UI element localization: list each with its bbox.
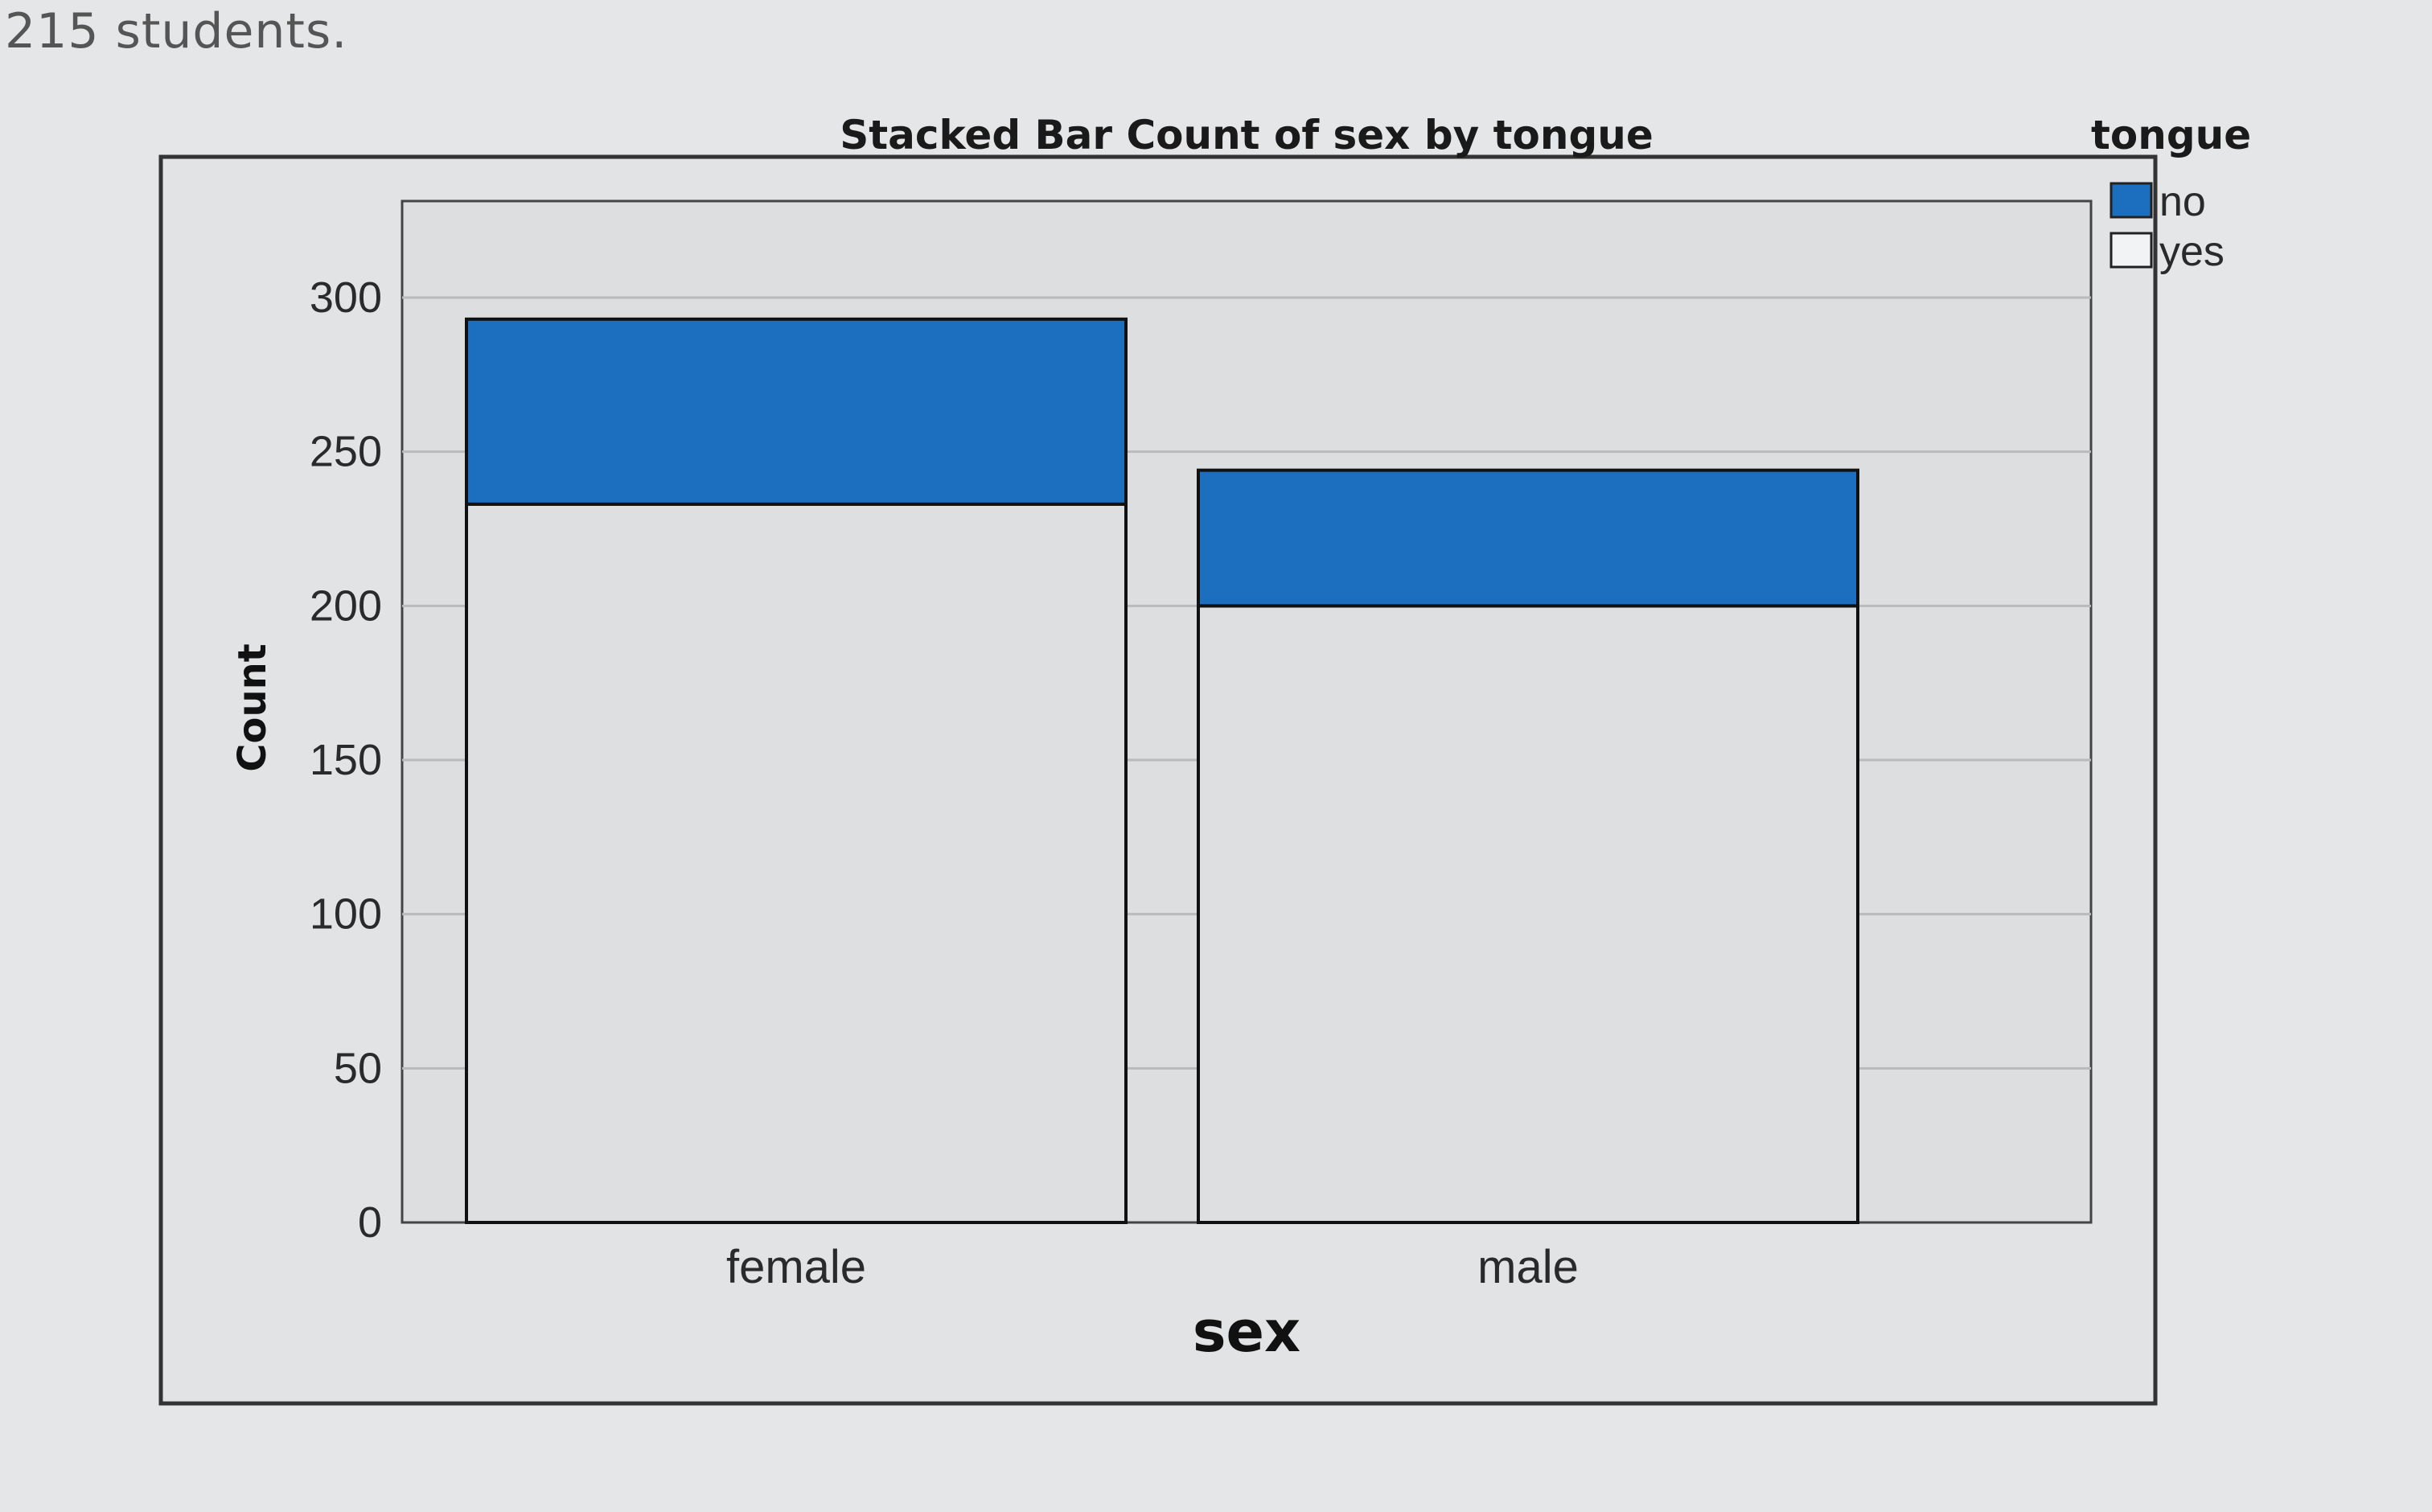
x-tick-label: male [1477,1241,1579,1293]
legend-label-yes: yes [2159,228,2225,275]
x-tick-label: female [726,1241,866,1293]
legend-label-no: no [2159,179,2206,225]
y-axis-label: Count [230,643,275,772]
y-tick-label: 300 [310,273,382,322]
y-tick-label: 250 [310,428,382,476]
caption-text: 215 students. [5,3,348,60]
y-axis: 0 50 100 150 200 250 300 [310,273,382,1247]
y-tick-label: 200 [310,581,382,630]
legend-swatch-yes [2110,232,2153,269]
chart-title: Stacked Bar Count of sex by tongue [840,112,1654,158]
legend-title: tongue [2091,112,2251,158]
bar-female-no [465,317,1128,506]
y-tick-label: 0 [358,1198,382,1247]
legend-swatch-no [2110,182,2153,219]
y-tick-label: 50 [334,1044,382,1092]
bar-female-yes [465,502,1128,1224]
bar-male-no [1197,468,1859,608]
bar-male-yes [1197,604,1859,1224]
y-tick-label: 150 [310,736,382,784]
x-axis: female male [726,1241,1579,1293]
bars [465,317,1859,1224]
x-axis-label: sex [1193,1299,1300,1365]
legend: tongue no yes [2091,112,2251,275]
y-tick-label: 100 [310,890,382,939]
